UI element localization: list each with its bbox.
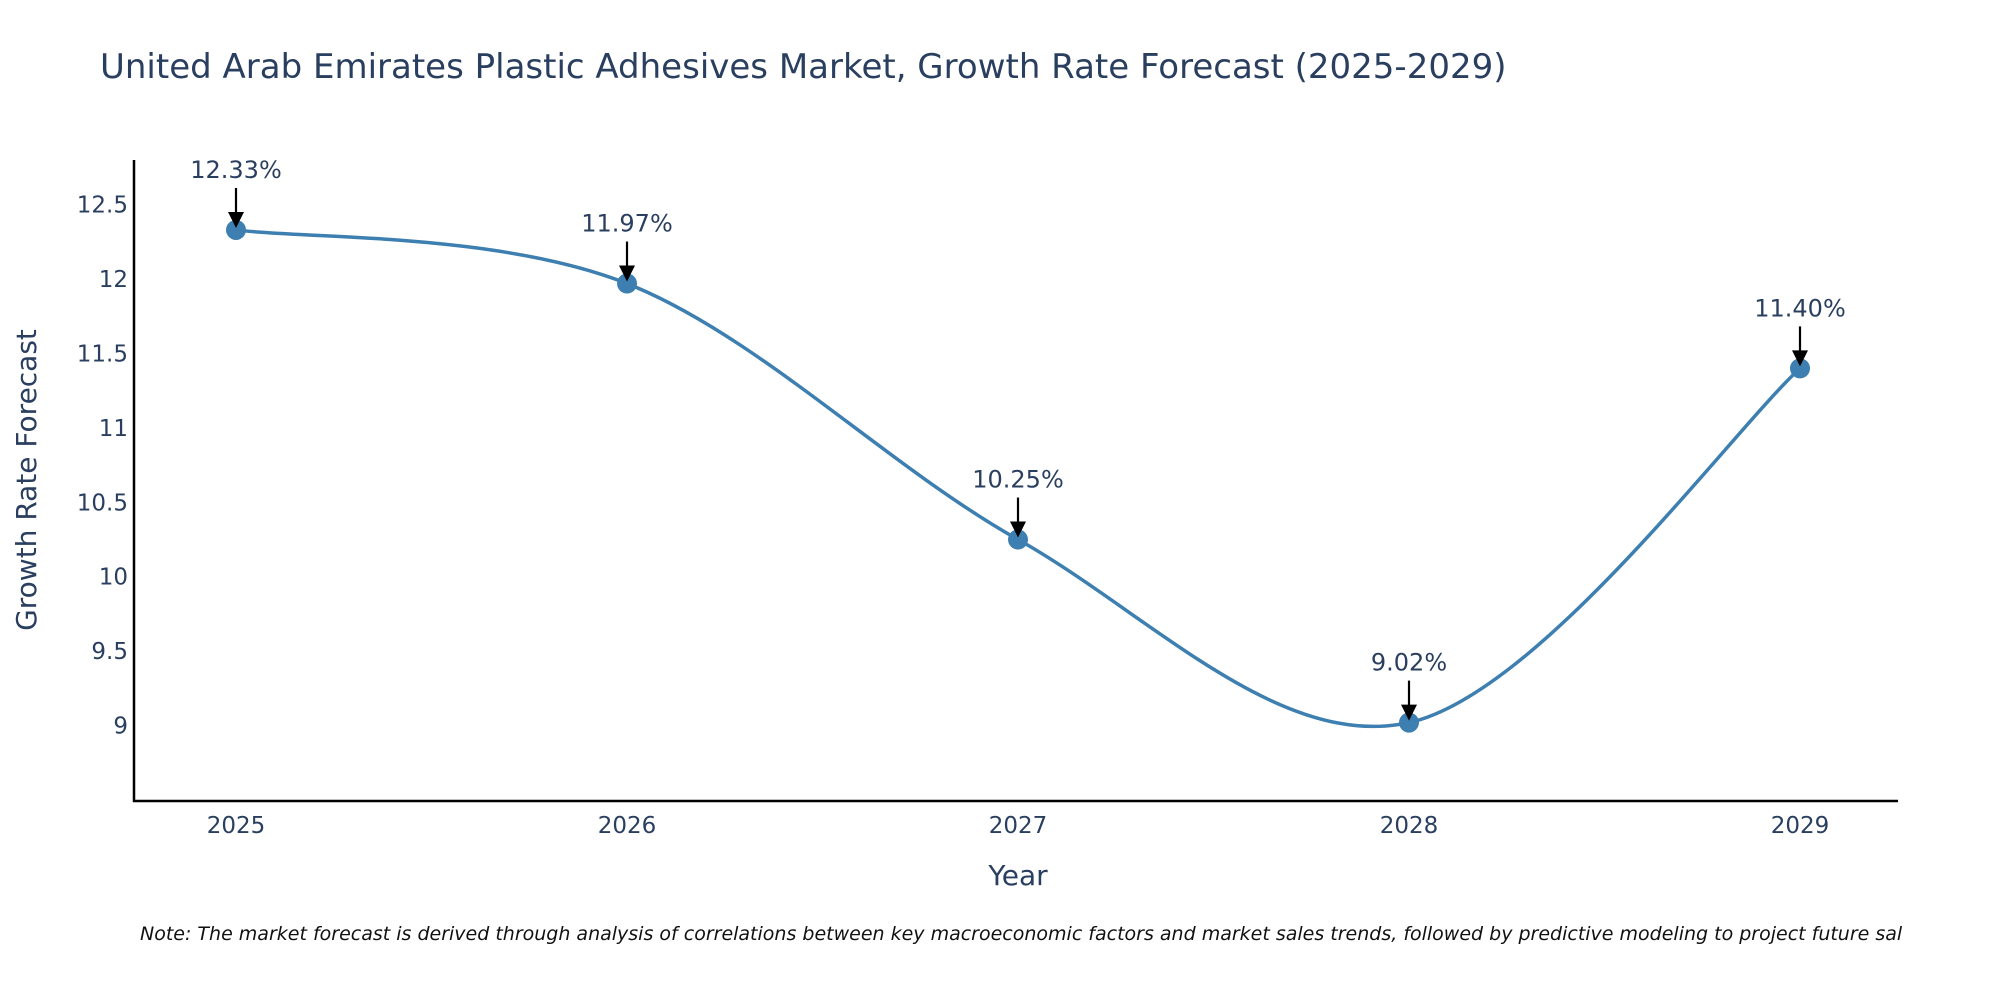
- annotation-arrow-head: [619, 265, 635, 282]
- y-tick-label: 9: [113, 714, 128, 740]
- y-tick-label: 12.5: [77, 193, 128, 219]
- growth-rate-line: [235, 228, 1802, 729]
- annotation-arrow-head: [1010, 521, 1026, 538]
- data-label: 11.40%: [1754, 294, 1846, 322]
- x-axis-ticks: 2025 2026 2027 2028 2029: [207, 813, 1830, 839]
- data-point-marker: [1399, 712, 1419, 733]
- data-label: 9.02%: [1371, 649, 1447, 677]
- y-tick-label: 10: [99, 565, 128, 591]
- x-tick-label: 2025: [207, 813, 266, 839]
- x-tick-label: 2029: [1771, 813, 1830, 839]
- annotation-arrow-head: [1401, 704, 1417, 721]
- methodology-note: Note: The market forecast is derived thr…: [140, 923, 1903, 945]
- x-axis-title: Year: [987, 859, 1048, 892]
- annotation-arrow-head: [1792, 350, 1808, 367]
- data-point-marker: [1008, 529, 1028, 550]
- y-tick-label: 11: [99, 416, 128, 442]
- y-axis-title: Growth Rate Forecast: [10, 329, 43, 631]
- data-annotations: 12.33% 11.97% 10.25% 9.02% 11.40%: [190, 156, 1846, 721]
- data-label: 10.25%: [972, 466, 1064, 494]
- data-point-marker: [1790, 358, 1810, 379]
- x-tick-label: 2026: [598, 813, 657, 839]
- y-tick-label: 11.5: [77, 341, 128, 367]
- data-point-marker: [226, 219, 246, 240]
- x-tick-label: 2027: [989, 813, 1048, 839]
- y-tick-label: 9.5: [91, 639, 128, 665]
- data-markers: [226, 219, 1810, 733]
- y-tick-label: 12: [99, 267, 128, 293]
- y-tick-label: 10.5: [77, 490, 128, 516]
- data-point-marker: [617, 273, 637, 294]
- y-axis-ticks: 9 9.5 10 10.5 11 11.5 12 12.5: [77, 193, 128, 740]
- data-label: 11.97%: [581, 210, 673, 238]
- x-tick-label: 2028: [1380, 813, 1439, 839]
- annotation-arrow-head: [228, 211, 244, 228]
- chart-title: United Arab Emirates Plastic Adhesives M…: [100, 47, 1506, 87]
- data-label: 12.33%: [190, 156, 282, 184]
